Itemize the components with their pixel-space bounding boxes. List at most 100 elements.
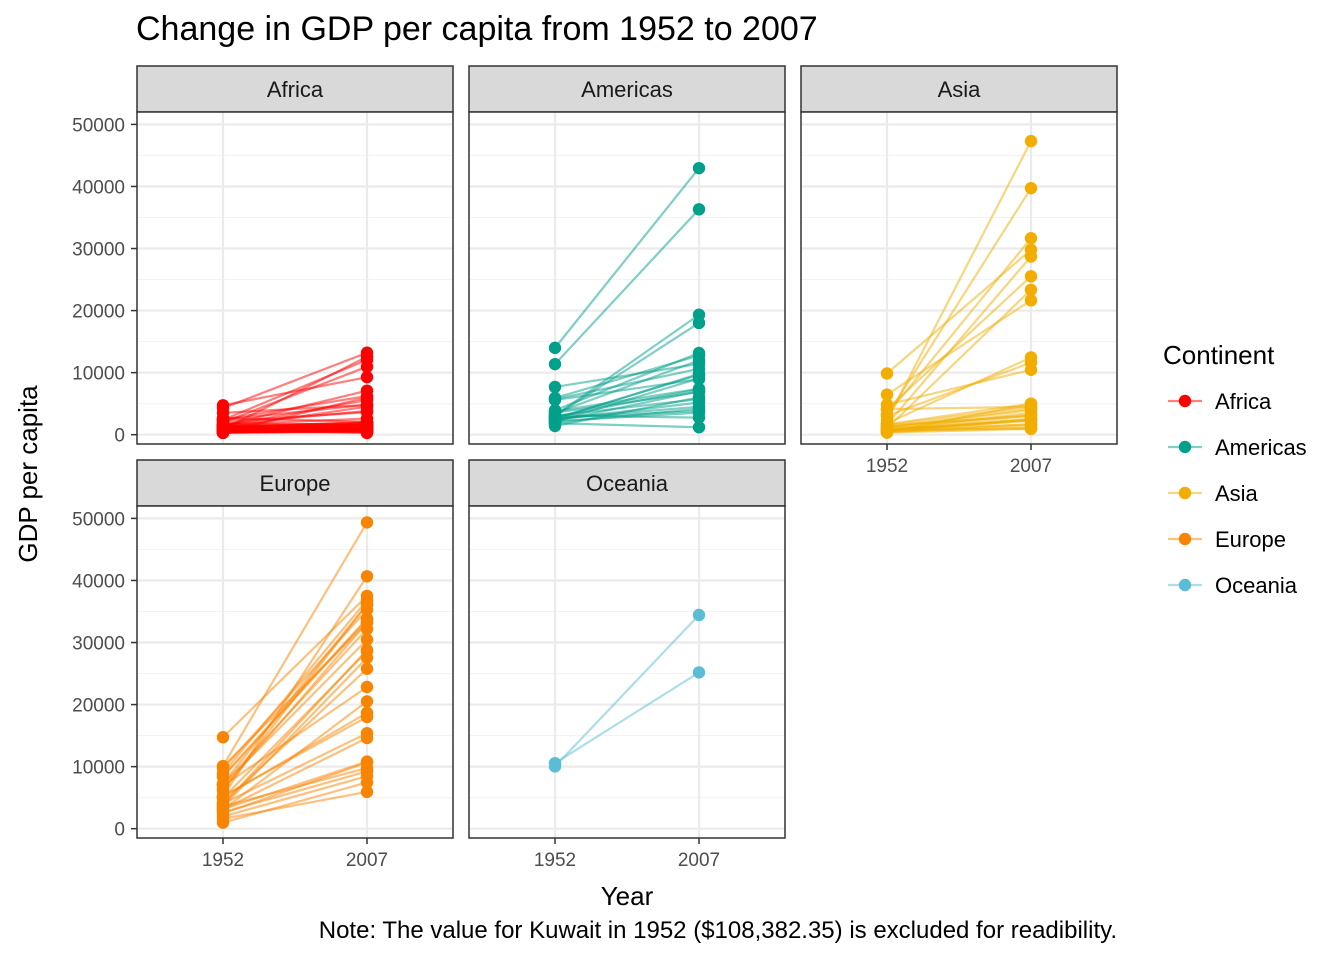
strip-oceania — [468, 459, 786, 507]
plot-area-europe — [137, 506, 453, 838]
point-europe-1952 — [216, 798, 230, 812]
point-americas-1952 — [548, 380, 562, 394]
point-asia-2007 — [1024, 363, 1038, 376]
segment-europe — [222, 711, 368, 799]
segment-africa — [222, 396, 368, 434]
legend-label: Asia — [1215, 481, 1259, 506]
segment-africa — [222, 403, 368, 421]
segment-asia — [886, 368, 1032, 406]
panel-border-oceania — [468, 505, 786, 839]
segment-asia — [886, 140, 1032, 421]
point-americas-2007 — [692, 357, 706, 371]
segment-africa — [222, 365, 368, 424]
point-americas-1952 — [548, 409, 562, 423]
segment-americas — [554, 367, 700, 401]
segment-americas — [554, 208, 700, 365]
panel-border-americas — [468, 111, 786, 445]
point-asia-1952 — [880, 388, 894, 401]
segment-europe — [222, 736, 368, 811]
point-europe-2007 — [360, 616, 374, 629]
point-africa-1952 — [216, 425, 230, 439]
panel-africa: Africa 0 10000 20000 30000 40000 50000 — [72, 65, 454, 447]
point-asia-2007 — [1024, 270, 1038, 283]
point-asia-1952 — [880, 423, 894, 437]
x-tick-label: 1952 — [866, 456, 908, 477]
segment-africa — [222, 351, 368, 410]
point-europe-1952 — [216, 769, 230, 782]
panel-europe: Europe 0 10000 20000 30000 40000 50000 1952 2007 — [72, 459, 454, 871]
point-asia-2007 — [1024, 250, 1038, 263]
chart-title: Change in GDP per capita from 1952 to 20… — [136, 10, 818, 48]
x-tick-label: 2007 — [346, 850, 388, 871]
point-asia-2007 — [1024, 232, 1038, 245]
segment-europe — [222, 790, 368, 820]
point-africa-2007 — [360, 391, 374, 404]
legend-item-oceania: Oceania — [1168, 573, 1298, 598]
point-europe-2007 — [360, 785, 374, 799]
point-americas-2007 — [692, 161, 706, 175]
point-americas-1952 — [548, 341, 562, 355]
segment-asia — [886, 402, 1032, 426]
legend-label: Americas — [1215, 435, 1307, 460]
panel-oceania: Oceania 1952 2007 — [468, 459, 786, 871]
legend-item-asia: Asia — [1168, 481, 1259, 506]
panel-border-europe — [136, 505, 454, 839]
point-europe-2007 — [360, 706, 374, 719]
segment-americas — [554, 167, 700, 349]
point-europe-2007 — [360, 516, 374, 529]
y-tick-label: 0 — [114, 426, 125, 447]
segment-europe — [222, 770, 368, 814]
segment-europe — [222, 599, 368, 774]
x-axis-title: Year — [601, 881, 654, 911]
y-tick-label: 0 — [114, 820, 125, 841]
segment-europe — [222, 781, 368, 824]
point-europe-2007 — [360, 589, 374, 603]
legend-key-point — [1178, 440, 1192, 454]
segment-africa — [222, 421, 368, 427]
segment-oceania — [554, 614, 700, 768]
segment-americas — [554, 322, 700, 417]
point-americas-1952 — [548, 357, 562, 371]
point-americas-2007 — [692, 402, 706, 415]
point-africa-2007 — [360, 370, 374, 384]
y-tick-label: 50000 — [72, 115, 125, 136]
y-tick-label: 40000 — [72, 177, 125, 198]
segment-asia — [886, 275, 1032, 411]
strip-label-americas: Americas — [581, 77, 673, 102]
point-americas-1952 — [548, 393, 562, 406]
plot-area-africa — [137, 112, 453, 444]
segment-africa — [222, 358, 368, 421]
y-axis-title: GDP per capita — [13, 385, 43, 563]
point-europe-1952 — [216, 810, 230, 823]
point-africa-2007 — [360, 360, 374, 373]
point-europe-2007 — [360, 643, 374, 657]
strip-label-asia: Asia — [938, 77, 982, 102]
point-asia-2007 — [1024, 181, 1038, 195]
legend-item-americas: Americas — [1168, 435, 1307, 460]
legend-label: Africa — [1215, 389, 1272, 414]
segment-asia — [886, 255, 1032, 426]
y-tick-label: 10000 — [72, 758, 125, 779]
segment-europe — [222, 521, 368, 767]
y-tick-label: 20000 — [72, 302, 125, 323]
segment-asia — [886, 419, 1032, 431]
legend-label: Europe — [1215, 527, 1286, 552]
point-asia-2007 — [1024, 283, 1038, 297]
segment-africa — [222, 389, 368, 427]
point-africa-1952 — [216, 399, 230, 412]
panel-americas: Americas — [468, 65, 786, 445]
point-europe-2007 — [360, 770, 374, 783]
facet-panels: Africa 0 10000 20000 30000 40000 50000 Americas… — [72, 65, 1118, 871]
plot-area-oceania — [469, 506, 785, 838]
point-americas-2007 — [692, 316, 706, 330]
point-asia-2007 — [1024, 414, 1038, 427]
point-americas-2007 — [692, 411, 706, 424]
segment-europe — [222, 621, 368, 768]
point-europe-1952 — [216, 760, 230, 773]
legend-key-point — [1178, 578, 1192, 592]
segment-asia — [886, 289, 1032, 430]
strip-label-africa: Africa — [267, 77, 324, 102]
segment-asia — [886, 248, 1032, 375]
point-asia-1952 — [880, 398, 894, 411]
